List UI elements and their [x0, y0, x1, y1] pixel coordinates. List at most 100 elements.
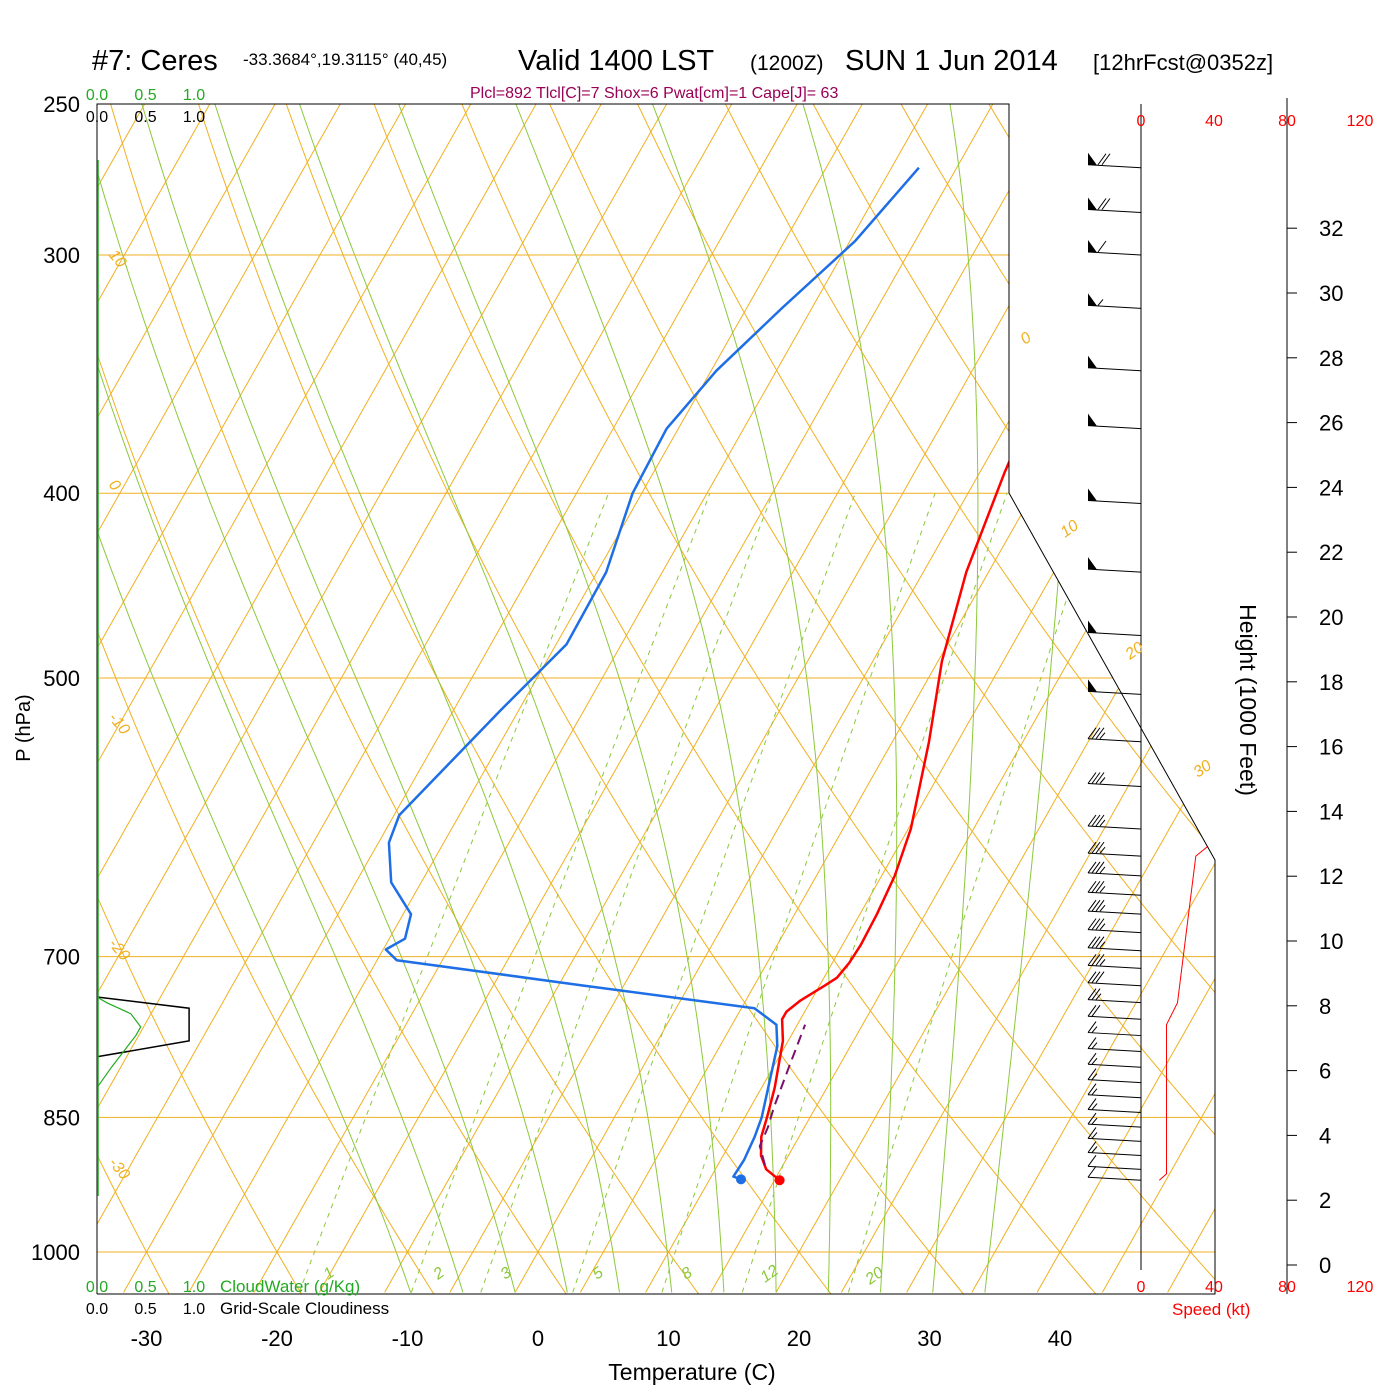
dry-adiabat-line [97, 629, 435, 1294]
cloudiness-tick-bottom: 1.0 [183, 1301, 205, 1318]
valid-time: Valid 1400 LST [518, 45, 714, 77]
parcel-line [758, 1024, 807, 1166]
speed-tick-label-bottom: 120 [1347, 1279, 1374, 1296]
isotherm-line [97, 104, 472, 765]
barb-half [1091, 1073, 1098, 1080]
barb-full [1087, 899, 1097, 912]
moist-adiabat-line [97, 169, 516, 1293]
barb-shaft [1087, 1032, 1142, 1037]
barb-half [1099, 866, 1106, 874]
barb-half [1091, 1146, 1098, 1153]
barb-shaft [1087, 947, 1142, 952]
speed-label: Speed (kt) [1172, 1300, 1250, 1319]
isotherm-line [449, 104, 1124, 1293]
dry-adiabat-line [97, 894, 303, 1294]
isotherm-line [840, 632, 1215, 1293]
wind-barb [1087, 355, 1142, 372]
cloudiness-tick-top: 0.5 [134, 109, 156, 126]
barb-shaft [1087, 1048, 1142, 1053]
wind-barb [1087, 880, 1142, 896]
barb-full [1087, 1127, 1097, 1139]
isotherm-line [97, 104, 407, 650]
wind-barbs [1087, 152, 1142, 1181]
barb-shaft [1087, 1109, 1142, 1114]
wind-barb [1087, 899, 1142, 915]
barb-shaft [1087, 852, 1142, 857]
barb-full [1095, 954, 1105, 966]
barb-shaft [1087, 1151, 1142, 1156]
wind-barb [1087, 971, 1142, 987]
barb-half [1091, 1117, 1098, 1125]
barb-half [1099, 904, 1106, 912]
wind-barb [1087, 772, 1142, 788]
moist-adiabat-line [398, 104, 725, 1293]
barb-pennant [1088, 355, 1097, 369]
height-tick-label: 28 [1319, 346, 1343, 371]
barb-pennant [1088, 679, 1097, 692]
barb-full [1095, 899, 1105, 912]
barb-shaft [1087, 425, 1142, 430]
barb-half [1095, 993, 1102, 1000]
station-coords: -33.3684°,19.3115° (40,45) [243, 50, 447, 69]
barb-shaft [1087, 1063, 1142, 1068]
height-tick-label: 6 [1319, 1059, 1331, 1084]
barb-full [1091, 861, 1101, 874]
barb-half [1091, 1103, 1098, 1110]
barb-full [1087, 1098, 1097, 1110]
barb-full [1091, 772, 1101, 784]
wind-barb [1087, 239, 1142, 256]
barb-full [1091, 971, 1101, 983]
barb-full [1087, 971, 1097, 983]
barb-shaft [1087, 999, 1142, 1004]
isotherm-line [906, 747, 1215, 1293]
barb-shaft [1087, 690, 1142, 695]
isotherm-line [775, 516, 1215, 1293]
barb-full [1091, 841, 1101, 854]
height-tick-label: 18 [1319, 670, 1343, 695]
surface-temperature-marker [774, 1175, 785, 1186]
moist-adiabat-line [932, 104, 979, 1293]
speed-tick-label-top: 120 [1347, 113, 1374, 130]
height-tick-label: 12 [1319, 864, 1343, 889]
height-tick-label: 24 [1319, 475, 1343, 500]
x-axis-title: Temperature (C) [608, 1359, 775, 1385]
cloudiness-label: Grid-Scale Cloudiness [220, 1299, 389, 1318]
cloudwater-tick-bottom: 0.5 [134, 1279, 156, 1296]
isotherm-line [97, 104, 602, 995]
wind-barb [1087, 727, 1142, 743]
barb-full [1087, 1083, 1097, 1095]
cloudiness-tick-bottom: 0.0 [86, 1301, 108, 1318]
cloudiness-tick-top: 1.0 [183, 109, 205, 126]
wind-barb [1087, 1052, 1142, 1068]
barb-full [1087, 936, 1097, 948]
barb-full [1095, 971, 1105, 983]
height-tick-label: 4 [1319, 1123, 1331, 1148]
grid-layer [97, 104, 1215, 1294]
barb-shaft [1087, 164, 1142, 169]
barb-half [1099, 923, 1106, 930]
barb-pennant [1088, 557, 1097, 570]
wind-barb [1087, 197, 1142, 214]
barb-full [1087, 841, 1097, 854]
dry-adiabat-line [461, 104, 1215, 1281]
wind-barb [1087, 557, 1142, 573]
wind-barb [1087, 1155, 1142, 1170]
x-tick-label: 20 [787, 1326, 811, 1351]
height-tick-label: 22 [1319, 540, 1343, 565]
wind-barb [1087, 814, 1142, 830]
height-tick-label: 2 [1319, 1188, 1331, 1213]
barb-shaft [1087, 500, 1142, 504]
barb-full [1087, 861, 1097, 874]
wind-barb [1087, 1098, 1142, 1114]
plot-frame [96, 103, 1216, 1295]
moist-adiabat-line [97, 529, 412, 1293]
barb-shaft [1087, 367, 1142, 372]
height-tick-label: 0 [1319, 1253, 1331, 1278]
barb-full [1091, 988, 1101, 1000]
x-tick-label: 10 [656, 1326, 680, 1351]
moist-adiabat-line [214, 104, 620, 1293]
barb-full [1095, 772, 1105, 784]
moist-adiabat-line [97, 362, 464, 1293]
barb-shaft [1087, 891, 1142, 896]
